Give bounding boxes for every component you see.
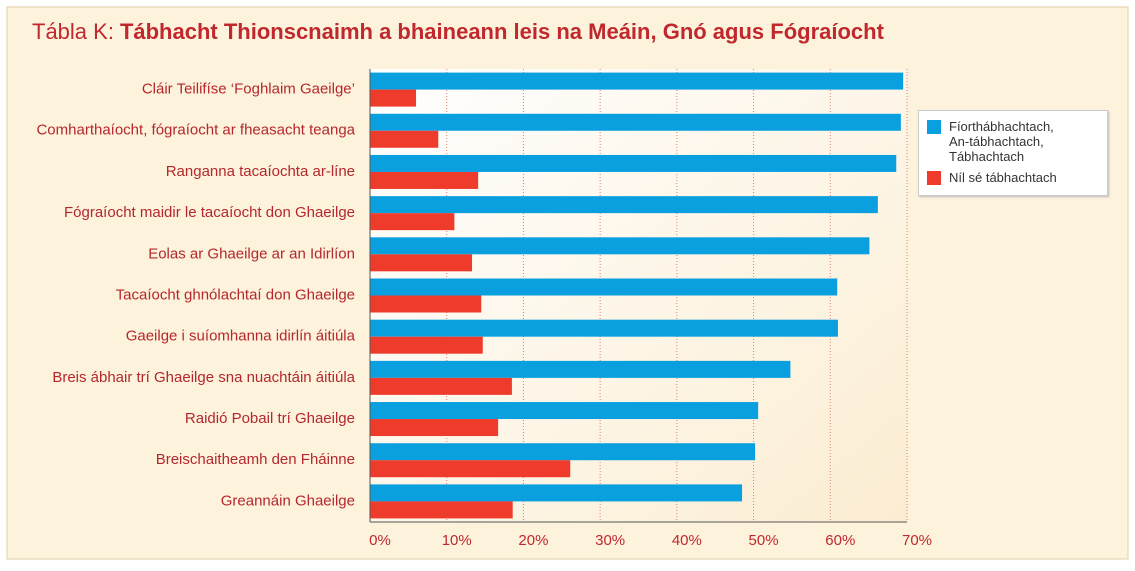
title-prefix: Tábla K: xyxy=(32,19,114,44)
bar xyxy=(370,237,870,255)
bar xyxy=(370,484,743,502)
bar xyxy=(370,278,838,296)
y-tick-label: Comharthaíocht, fógraíocht ar fheasacht … xyxy=(36,122,355,139)
y-tick-label: Breischaitheamh den Fháinne xyxy=(156,451,355,468)
x-tick-label: 70% xyxy=(902,532,932,549)
bar xyxy=(370,130,439,148)
x-tick-label: 50% xyxy=(749,532,779,549)
y-tick-label: Breis ábhair trí Ghaeilge sna nuachtáin … xyxy=(52,369,355,386)
x-tick-label: 0% xyxy=(369,532,391,549)
bar xyxy=(370,501,513,519)
x-tick-label: 10% xyxy=(442,532,472,549)
legend-swatch xyxy=(927,171,941,185)
bar xyxy=(370,254,473,272)
bar xyxy=(370,213,455,231)
y-tick-label: Ranganna tacaíochta ar-líne xyxy=(166,163,355,180)
x-tick-label: 20% xyxy=(518,532,548,549)
legend-label: Níl sé tábhachtach xyxy=(949,170,1057,185)
x-tick-label: 60% xyxy=(825,532,855,549)
bar xyxy=(370,72,904,90)
legend-item: Níl sé tábhachtach xyxy=(927,170,1099,185)
legend-swatch xyxy=(927,120,941,134)
bar xyxy=(370,336,483,354)
y-tick-label: Raidió Pobail trí Ghaeilge xyxy=(185,410,355,427)
chart-title: Tábla K: Tábhacht Thionscnaimh a bhainean… xyxy=(32,19,885,44)
x-tick-label: 40% xyxy=(672,532,702,549)
y-tick-label: Greannáin Ghaeilge xyxy=(221,492,355,509)
bar xyxy=(370,154,897,172)
bar xyxy=(370,89,417,107)
legend: Fíorthábhachtach, An-tábhachtach, Tábhac… xyxy=(918,110,1108,196)
x-tick-label: 30% xyxy=(595,532,625,549)
y-tick-label: Cláir Teilifíse ‘Foghlaim Gaeilge’ xyxy=(142,81,355,98)
bar xyxy=(370,443,756,461)
bar xyxy=(370,377,512,395)
bar xyxy=(370,196,878,214)
y-tick-label: Fógraíocht maidir le tacaíocht don Ghaei… xyxy=(64,204,355,221)
legend-label: Fíorthábhachtach, An-tábhachtach, Tábhac… xyxy=(949,119,1054,164)
bar xyxy=(370,460,571,478)
y-tick-label: Gaeilge i suíomhanna idirlín áitiúla xyxy=(126,328,356,345)
legend-item: Fíorthábhachtach, An-tábhachtach, Tábhac… xyxy=(927,119,1099,164)
title: Tábhacht Thionscnaimh a bhaineann leis n… xyxy=(120,19,885,44)
bar xyxy=(370,295,482,313)
bar xyxy=(370,171,479,189)
bar xyxy=(370,402,759,420)
bar xyxy=(370,113,901,131)
bar xyxy=(370,419,499,437)
y-tick-label: Eolas ar Ghaeilge ar an Idirlíon xyxy=(148,245,355,262)
y-tick-label: Tacaíocht ghnólachtaí don Ghaeilge xyxy=(116,286,355,303)
bar xyxy=(370,360,791,378)
bar xyxy=(370,319,838,337)
